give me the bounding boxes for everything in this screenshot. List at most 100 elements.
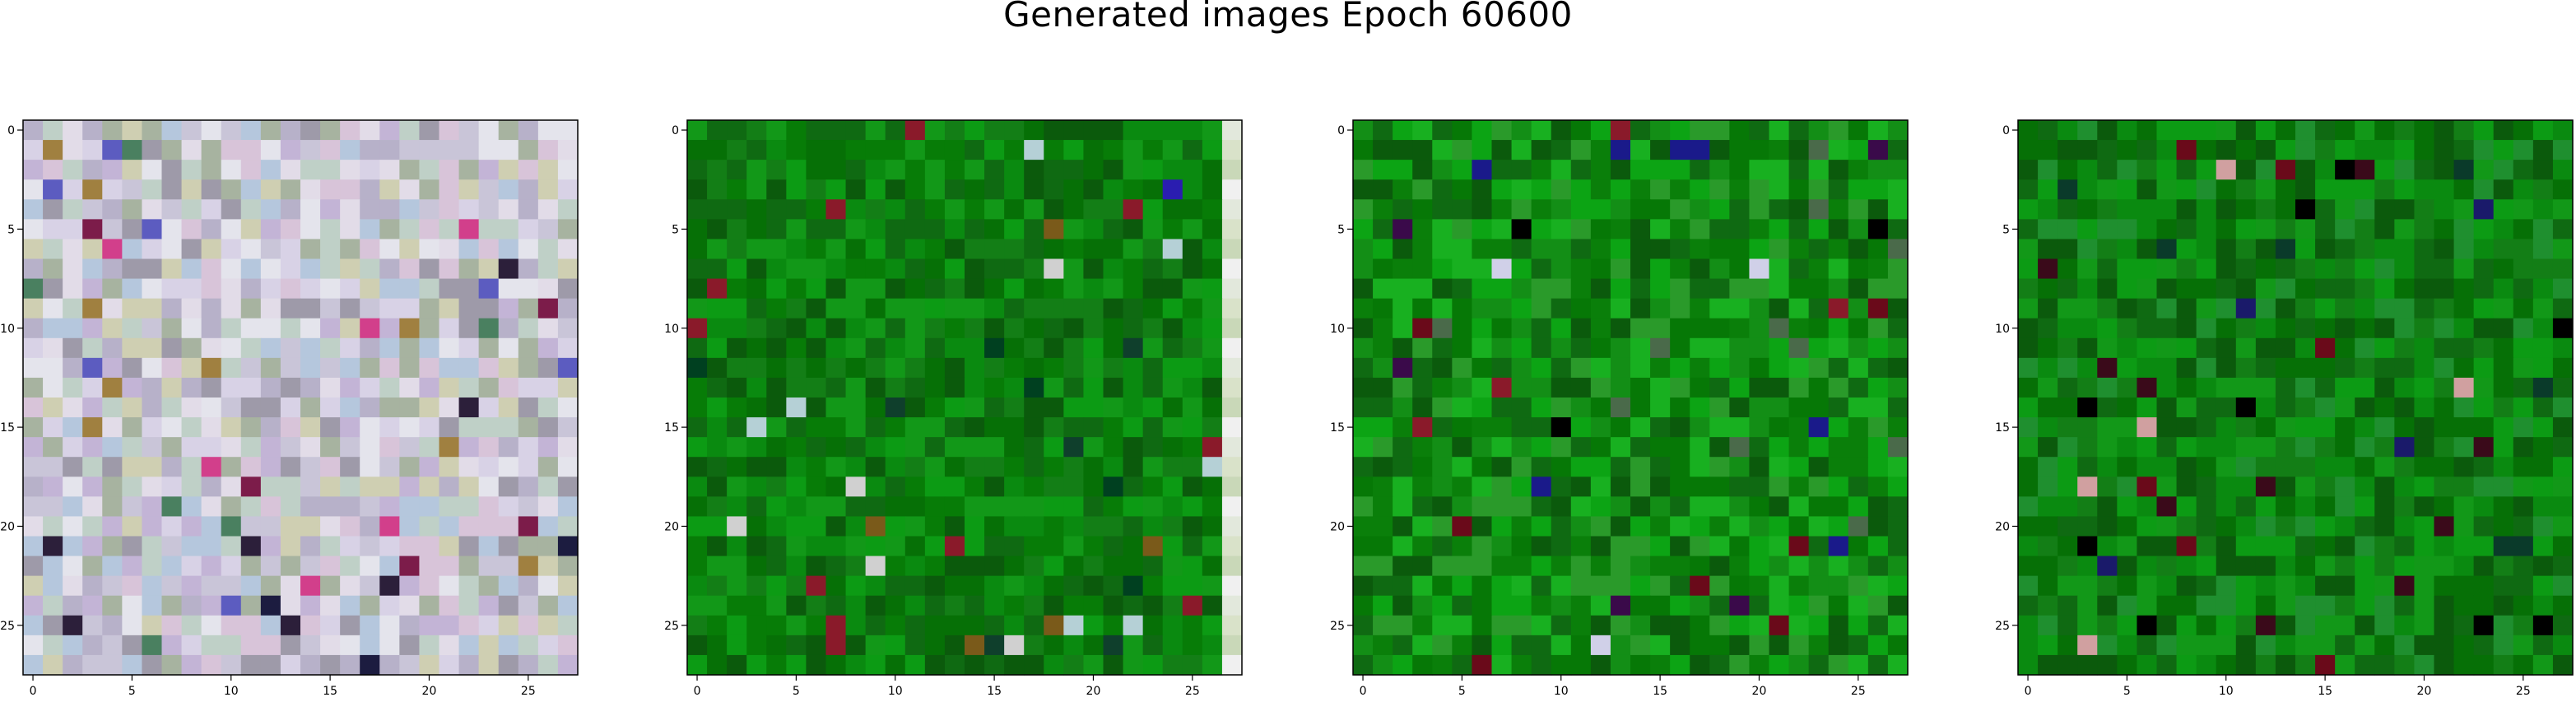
- pixel-cell: [537, 120, 559, 141]
- pixel-cell: [1848, 457, 1869, 477]
- pixel-cell: [2156, 654, 2178, 676]
- pixel-cell: [82, 239, 103, 260]
- pixel-cell: [766, 298, 787, 319]
- pixel-cell: [865, 377, 886, 398]
- pixel-cell: [2453, 318, 2475, 339]
- pixel-cell: [1670, 398, 1690, 418]
- pixel-cell: [1162, 120, 1183, 141]
- pixel-cell: [1393, 337, 1413, 359]
- pixel-cell: [1570, 239, 1592, 260]
- pixel-cell: [82, 298, 103, 319]
- pixel-cell: [300, 615, 321, 636]
- pixel-cell: [221, 575, 242, 597]
- pixel-cell: [845, 120, 867, 141]
- pixel-cell: [2473, 337, 2495, 359]
- pixel-cell: [2394, 318, 2416, 339]
- pixel-cell: [786, 318, 807, 339]
- pixel-cell: [181, 556, 202, 577]
- pixel-cell: [181, 377, 202, 398]
- x-tick-label: 25: [2516, 685, 2531, 698]
- pixel-cell: [1063, 615, 1085, 636]
- pixel-cell: [122, 140, 143, 160]
- pixel-cell: [766, 417, 787, 438]
- pixel-cell: [1491, 377, 1513, 398]
- pixel-cell: [2414, 278, 2435, 300]
- pixel-cell: [63, 239, 83, 260]
- pixel-cell: [2295, 337, 2316, 359]
- pixel-cell: [122, 239, 143, 260]
- pixel-cell: [1709, 160, 1730, 180]
- pixel-cell: [1024, 239, 1044, 260]
- pixel-cell: [944, 496, 965, 518]
- pixel-cell: [2374, 457, 2395, 477]
- pixel-cell: [1610, 140, 1631, 160]
- pixel-cell: [1788, 199, 1810, 220]
- pixel-cell: [537, 199, 559, 220]
- pixel-cell: [122, 615, 143, 636]
- pixel-cell: [1353, 477, 1374, 497]
- pixel-cell: [825, 437, 847, 458]
- pixel-cell: [2552, 457, 2574, 477]
- pixel-cell: [786, 199, 807, 220]
- pixel-cell: [2235, 417, 2257, 438]
- pixel-cell: [478, 398, 500, 418]
- pixel-cell: [122, 357, 143, 379]
- pixel-cell: [240, 457, 262, 477]
- pixel-cell: [320, 199, 341, 220]
- pixel-cell: [1491, 160, 1513, 180]
- pixel-cell: [320, 398, 341, 418]
- pixel-cell: [1887, 654, 1909, 676]
- pixel-cell: [2473, 239, 2495, 260]
- pixel-cell: [1024, 536, 1044, 557]
- pixel-cell: [1182, 199, 1203, 220]
- pixel-cell: [201, 199, 222, 220]
- pixel-cell: [2176, 179, 2197, 200]
- pixel-cell: [557, 160, 579, 180]
- pixel-cell: [2058, 120, 2078, 141]
- pixel-cell: [1142, 635, 1164, 656]
- pixel-cell: [1393, 635, 1413, 656]
- pixel-cell: [1551, 199, 1572, 220]
- pixel-cell: [1202, 536, 1223, 557]
- pixel-cell: [2018, 477, 2039, 497]
- pixel-cell: [1083, 635, 1104, 656]
- pixel-cell: [537, 654, 559, 676]
- pixel-cell: [2513, 575, 2534, 597]
- pixel-cell: [280, 219, 301, 240]
- pixel-cell: [1610, 357, 1631, 379]
- pixel-cell: [1690, 556, 1710, 577]
- pixel-cell: [1511, 337, 1532, 359]
- pixel-cell: [1491, 556, 1513, 577]
- pixel-cell: [2117, 278, 2138, 300]
- pixel-cell: [1491, 337, 1513, 359]
- pixel-cell: [1610, 575, 1631, 597]
- pixel-cell: [181, 437, 202, 458]
- pixel-cell: [201, 477, 222, 497]
- pixel-cell: [1142, 377, 1164, 398]
- pixel-cell: [1531, 219, 1552, 240]
- pixel-cell: [1373, 556, 1393, 577]
- pixel-cell: [746, 199, 767, 220]
- pixel-cell: [399, 239, 421, 260]
- pixel-cell: [1590, 575, 1611, 597]
- pixel-cell: [2077, 318, 2098, 339]
- pixel-cell: [865, 615, 886, 636]
- pixel-cell: [1063, 556, 1085, 577]
- pixel-cell: [43, 457, 63, 477]
- pixel-cell: [1202, 635, 1223, 656]
- pixel-cell: [924, 377, 946, 398]
- pixel-cell: [786, 258, 807, 280]
- pixel-cell: [1221, 477, 1243, 497]
- pixel-cell: [102, 219, 123, 240]
- pixel-cell: [2453, 516, 2475, 537]
- pixel-cell: [1472, 219, 1493, 240]
- pixel-cell: [181, 278, 202, 300]
- pixel-cell: [518, 298, 539, 319]
- pixel-cell: [1182, 357, 1203, 379]
- pixel-cell: [2255, 615, 2276, 636]
- pixel-cell: [1353, 318, 1374, 339]
- pixel-cell: [2275, 179, 2296, 200]
- pixel-cell: [1511, 298, 1532, 319]
- pixel-cell: [2117, 258, 2138, 280]
